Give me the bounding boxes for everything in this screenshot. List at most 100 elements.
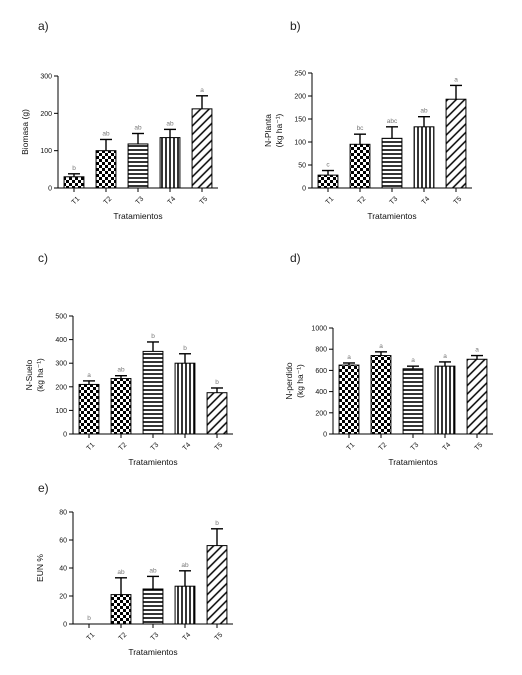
- x-tick-label: T2: [118, 632, 129, 643]
- significance-letter: ab: [134, 124, 142, 131]
- significance-letter: ab: [181, 562, 189, 569]
- y-tick-label: 400: [315, 389, 327, 396]
- y-axis-label: (kg ha⁻¹): [35, 358, 45, 392]
- x-axis-title: Tratamientos: [367, 211, 416, 221]
- bar-t2: [349, 143, 371, 189]
- y-tick-label: 100: [294, 140, 306, 147]
- significance-letter: b: [87, 615, 91, 622]
- y-tick-label: 60: [59, 538, 67, 545]
- y-tick-label: 400: [55, 337, 67, 344]
- y-tick-label: 0: [63, 432, 67, 439]
- bar-t3: [381, 137, 403, 189]
- y-tick-label: 250: [294, 71, 306, 78]
- x-tick-label: T3: [389, 196, 400, 207]
- x-tick-label: T3: [410, 442, 421, 453]
- x-axis-title: Tratamientos: [128, 647, 177, 657]
- panel-letter: e): [38, 481, 49, 495]
- x-tick-label: T2: [378, 442, 389, 453]
- x-tick-label: T3: [135, 196, 146, 207]
- x-tick-label: T1: [325, 196, 336, 207]
- significance-letter: bc: [357, 125, 365, 132]
- y-tick-label: 80: [59, 510, 67, 517]
- bar-t2: [370, 355, 392, 435]
- significance-letter: ab: [149, 567, 157, 574]
- y-tick-label: 300: [40, 74, 52, 81]
- y-tick-label: 200: [40, 111, 52, 118]
- x-tick-label: T1: [86, 632, 97, 643]
- y-axis-label: N-perdido: [284, 362, 294, 400]
- y-tick-label: 0: [63, 622, 67, 629]
- bar-t1: [338, 364, 360, 435]
- x-tick-label: T1: [86, 442, 97, 453]
- bar-t1: [63, 176, 85, 189]
- bar-t3: [142, 350, 164, 435]
- x-tick-label: T4: [182, 632, 193, 643]
- significance-letter: a: [87, 372, 91, 379]
- y-axis-label: (kg ha⁻¹): [295, 364, 305, 398]
- panel-letter: d): [290, 251, 301, 265]
- x-tick-label: T4: [182, 442, 193, 453]
- significance-letter: ab: [166, 120, 174, 127]
- significance-letter: abc: [387, 118, 398, 125]
- significance-letter: ab: [117, 367, 125, 374]
- y-axis-label: (kg ha⁻¹): [274, 113, 284, 147]
- y-tick-label: 0: [48, 186, 52, 193]
- significance-letter: b: [72, 165, 76, 172]
- significance-letter: ab: [420, 108, 428, 115]
- y-tick-label: 1000: [311, 326, 327, 333]
- x-tick-label: T4: [442, 442, 453, 453]
- bar-t4: [159, 137, 181, 189]
- significance-letter: a: [379, 343, 383, 350]
- panel-letter: c): [38, 251, 48, 265]
- y-tick-label: 200: [315, 410, 327, 417]
- y-tick-label: 0: [302, 186, 306, 193]
- bar-t1: [317, 174, 339, 189]
- y-tick-label: 150: [294, 117, 306, 124]
- x-tick-label: T1: [346, 442, 357, 453]
- bar-t2: [110, 378, 132, 435]
- bar-t5: [206, 545, 228, 625]
- y-axis-label: Biomasa (g): [20, 109, 30, 155]
- chart-panel-2: b) 0 50 100 150 200 250 N-Planta (kg ha⁻¹) c T1 bc T…: [263, 19, 472, 221]
- significance-letter: ab: [102, 130, 110, 137]
- y-tick-label: 20: [59, 594, 67, 601]
- significance-letter: b: [215, 379, 219, 386]
- bar-t5: [445, 98, 467, 189]
- y-tick-label: 100: [40, 148, 52, 155]
- x-tick-label: T5: [474, 442, 485, 453]
- bar-t1: [78, 383, 100, 435]
- panel-letter: b): [290, 19, 301, 33]
- bar-t5: [466, 358, 488, 435]
- y-tick-label: 200: [294, 94, 306, 101]
- significance-letter: a: [454, 76, 458, 83]
- significance-letter: a: [347, 354, 351, 361]
- x-tick-label: T5: [453, 196, 464, 207]
- y-axis-label: EUN %: [35, 554, 45, 582]
- x-tick-label: T2: [103, 196, 114, 207]
- bar-t3: [402, 368, 424, 435]
- x-tick-label: T5: [199, 196, 210, 207]
- x-tick-label: T4: [167, 196, 178, 207]
- bar-t2: [110, 594, 132, 625]
- bar-t3: [142, 588, 164, 625]
- bar-t2: [95, 150, 117, 189]
- x-axis-title: Tratamientos: [388, 457, 437, 467]
- significance-letter: c: [326, 162, 330, 169]
- x-tick-label: T4: [421, 196, 432, 207]
- chart-panel-4: d) 0 200 400 600 800 1000 N-perdido (kg ha⁻¹) a T1…: [284, 251, 493, 467]
- x-tick-label: T5: [214, 632, 225, 643]
- x-axis-title: Tratamientos: [128, 457, 177, 467]
- significance-letter: b: [215, 520, 219, 527]
- bar-t4: [174, 362, 196, 435]
- y-axis-label: N-Planta: [263, 114, 273, 147]
- y-tick-label: 50: [298, 163, 306, 170]
- y-tick-label: 600: [315, 368, 327, 375]
- bar-t4: [413, 126, 435, 189]
- y-tick-label: 800: [315, 347, 327, 354]
- x-tick-label: T3: [150, 442, 161, 453]
- significance-letter: a: [443, 353, 447, 360]
- significance-letter: a: [411, 357, 415, 364]
- y-tick-label: 500: [55, 314, 67, 321]
- bar-t4: [434, 365, 456, 435]
